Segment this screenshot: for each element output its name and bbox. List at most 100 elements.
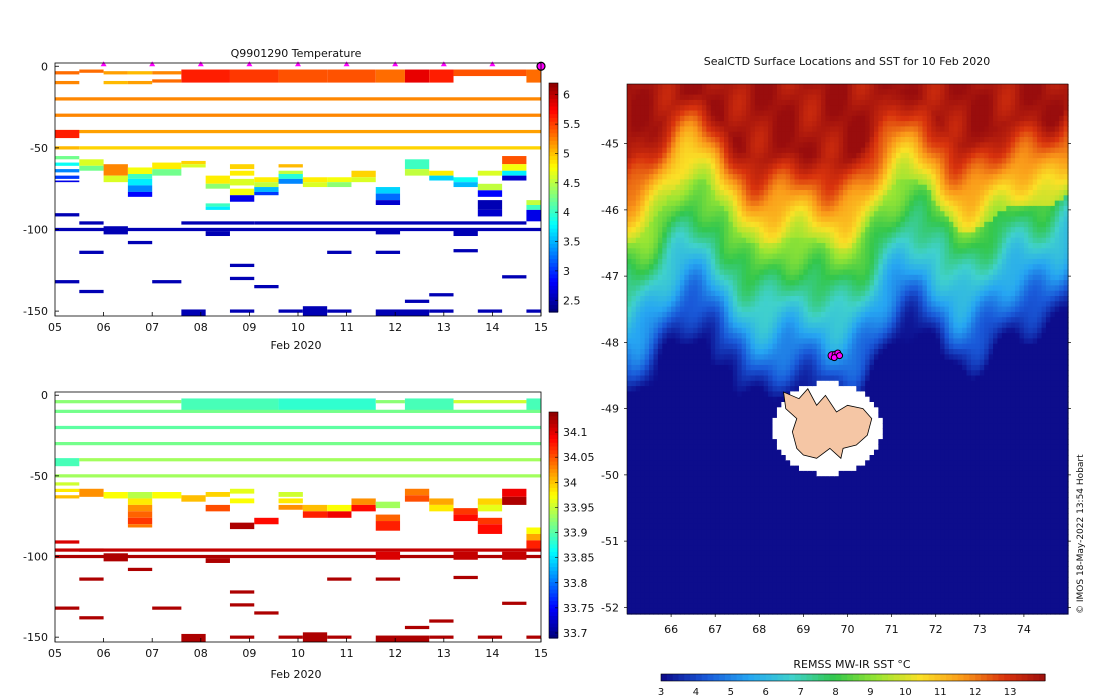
sst-cell bbox=[640, 545, 646, 551]
sst-cell bbox=[785, 582, 791, 589]
sst-cell bbox=[671, 311, 677, 318]
x-tick-label: 13 bbox=[437, 321, 451, 334]
sst-cell bbox=[662, 608, 668, 615]
sst-cell bbox=[706, 285, 712, 292]
sst-cell bbox=[737, 449, 743, 456]
sst-cell bbox=[759, 571, 765, 578]
sst-cell bbox=[741, 608, 747, 615]
sst-cell bbox=[794, 232, 800, 239]
sst-cell bbox=[657, 476, 663, 483]
sst-cell bbox=[781, 121, 787, 127]
section-cell bbox=[79, 616, 104, 620]
sst-cell bbox=[772, 237, 778, 244]
sst-cell bbox=[785, 375, 791, 382]
sst-cell bbox=[719, 237, 725, 244]
colorbar-swatch bbox=[549, 94, 558, 99]
sst-cell bbox=[675, 576, 681, 583]
sst-cell bbox=[724, 349, 730, 355]
sst-cell bbox=[759, 232, 765, 239]
sst-cell bbox=[675, 184, 681, 191]
sst-cell bbox=[781, 110, 787, 117]
sst-cell bbox=[821, 492, 827, 498]
sst-cell bbox=[816, 529, 822, 536]
sst-cell bbox=[741, 280, 747, 286]
sst-cell bbox=[798, 174, 804, 180]
sst-cell bbox=[754, 126, 760, 133]
sst-cell bbox=[803, 550, 809, 557]
sst-cell bbox=[825, 84, 831, 90]
sst-cell bbox=[807, 94, 813, 101]
sst-cell bbox=[631, 179, 637, 186]
sst-cell bbox=[737, 301, 743, 308]
sst-cell bbox=[785, 290, 791, 297]
sst-cell bbox=[701, 380, 707, 387]
sst-cell bbox=[649, 523, 655, 530]
sst-cell bbox=[776, 168, 782, 175]
sst-cell bbox=[821, 322, 827, 329]
sst-cell bbox=[794, 248, 800, 255]
sst-cell bbox=[785, 364, 791, 371]
sst-cell bbox=[785, 200, 791, 207]
sst-cell bbox=[671, 396, 677, 403]
sst-cell bbox=[640, 534, 646, 541]
sst-cell bbox=[653, 380, 659, 387]
sst-cell bbox=[803, 354, 809, 361]
sst-cell bbox=[710, 492, 716, 498]
sst-cell bbox=[710, 205, 716, 212]
sst-cell bbox=[649, 449, 655, 456]
sst-cell bbox=[807, 158, 813, 165]
sst-cell bbox=[653, 370, 659, 377]
sst-cell bbox=[697, 285, 703, 292]
sst-cell bbox=[737, 534, 743, 541]
sst-cell bbox=[684, 184, 690, 191]
sst-cell bbox=[715, 163, 721, 170]
sst-cell bbox=[635, 402, 641, 408]
sst-cell bbox=[763, 211, 769, 218]
sst-cell bbox=[635, 470, 641, 477]
sst-cell bbox=[741, 470, 747, 477]
sst-cell bbox=[657, 152, 663, 159]
sst-cell bbox=[759, 449, 765, 456]
sst-cell bbox=[649, 327, 655, 334]
sst-cell bbox=[653, 460, 659, 467]
sst-cell bbox=[635, 274, 641, 281]
sst-cell bbox=[825, 110, 831, 117]
section-cell bbox=[55, 162, 80, 166]
x-tick-label: 10 bbox=[291, 647, 305, 660]
sst-cell bbox=[772, 110, 778, 117]
sst-cell bbox=[746, 587, 752, 594]
sst-cell bbox=[679, 370, 685, 377]
sst-cell bbox=[679, 433, 685, 440]
colorbar-swatch bbox=[549, 174, 558, 180]
sst-cell bbox=[640, 529, 646, 536]
sst-cell bbox=[627, 518, 633, 525]
sst-cell bbox=[816, 508, 822, 514]
sst-cell bbox=[781, 486, 787, 493]
sst-cell bbox=[785, 555, 791, 562]
colorbar-swatch bbox=[549, 247, 558, 252]
sst-cell bbox=[763, 523, 769, 530]
sst-cell bbox=[719, 587, 725, 594]
sst-cell bbox=[724, 121, 730, 127]
sst-cell bbox=[719, 168, 725, 175]
sst-cell bbox=[746, 439, 752, 445]
sst-cell bbox=[746, 327, 752, 334]
sst-cell bbox=[741, 433, 747, 440]
sst-cell bbox=[768, 608, 774, 615]
sst-cell bbox=[688, 285, 694, 292]
sst-cell bbox=[812, 94, 818, 101]
sst-cell bbox=[768, 486, 774, 493]
colorbar-swatch bbox=[549, 212, 558, 218]
sst-cell bbox=[701, 338, 707, 345]
sst-cell bbox=[732, 168, 738, 175]
sst-cell bbox=[741, 449, 747, 456]
sst-cell bbox=[706, 433, 712, 440]
sst-cell bbox=[631, 317, 637, 324]
sst-cell bbox=[719, 455, 725, 461]
sst-cell bbox=[803, 99, 809, 106]
sst-cell bbox=[662, 529, 668, 536]
section-cell bbox=[477, 190, 503, 197]
sst-cell bbox=[701, 333, 707, 339]
sst-cell bbox=[803, 497, 809, 504]
sst-cell bbox=[649, 391, 655, 398]
